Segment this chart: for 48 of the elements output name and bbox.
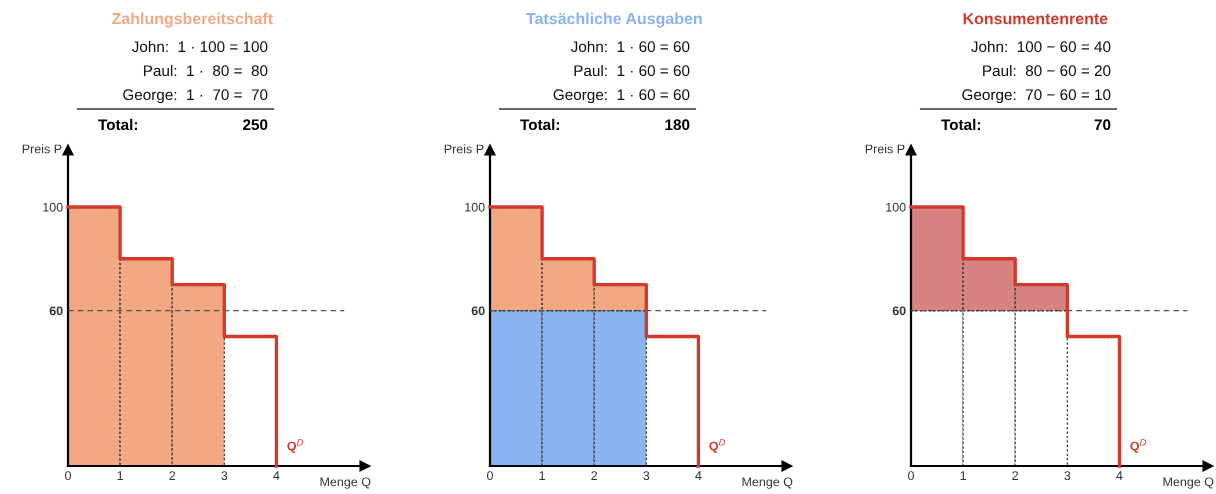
text: Total: xyxy=(98,118,137,131)
text: John: 100 − 60 = 40 xyxy=(971,40,1111,53)
y-tick-label: 100 xyxy=(465,202,485,212)
x-tick-label: 4 xyxy=(273,471,280,480)
x-tick-label: 0 xyxy=(908,471,914,481)
series-label: Q$^{D}$ xyxy=(1130,439,1146,453)
text: Paul: 1 · 60 = 60 xyxy=(574,64,690,77)
text: 250 xyxy=(243,119,268,131)
x-tick-label: 1 xyxy=(539,471,545,480)
text: George: 1 · 70 = 70 xyxy=(123,89,268,104)
text: Total: xyxy=(520,118,559,131)
chart-title: Tatsächliche Ausgaben xyxy=(526,12,702,28)
x-tick-label: 2 xyxy=(591,471,598,480)
y-tick-label: 60 xyxy=(471,306,485,316)
x-tick-label: 4 xyxy=(1116,471,1123,480)
chart-title: Zahlungsbereitschaft xyxy=(112,12,273,28)
x-tick-label: 0 xyxy=(65,471,71,481)
text: Paul: 80 − 60 = 20 xyxy=(983,64,1111,77)
x-tick-label: 3 xyxy=(221,471,228,481)
y-tick-label: 100 xyxy=(886,202,906,212)
x-tick-label: 4 xyxy=(695,471,702,480)
text: 180 xyxy=(665,119,690,131)
text: Total: xyxy=(941,118,980,131)
x-axis-title: Menge Q xyxy=(1163,477,1214,489)
x-axis-title: Menge Q xyxy=(742,477,793,489)
text: John: 1 · 60 = 60 xyxy=(570,40,690,53)
text: George: 1 · 60 = 60 xyxy=(553,89,690,104)
series-label: Q$^{D}$ xyxy=(709,439,725,453)
y-tick-label: 100 xyxy=(43,202,63,212)
text: John: 1 · 100 = 100 xyxy=(131,40,268,53)
y-axis-title: Preis P xyxy=(22,144,62,154)
x-tick-label: 2 xyxy=(1012,471,1019,480)
y-tick-label: 60 xyxy=(892,306,906,316)
y-axis-title: Preis P xyxy=(865,144,905,154)
y-tick-label: 60 xyxy=(49,306,63,316)
series-label: Q$^{D}$ xyxy=(287,439,303,453)
x-axis-title: Menge Q xyxy=(320,477,371,489)
text: George: 70 − 60 = 10 xyxy=(962,89,1111,104)
x-tick-label: 3 xyxy=(643,471,650,481)
x-tick-label: 1 xyxy=(117,471,123,480)
x-tick-label: 1 xyxy=(960,471,966,480)
chart-title: Konsumentenrente xyxy=(963,13,1108,25)
x-tick-label: 3 xyxy=(1064,471,1071,481)
text: Paul: 1 · 80 = 80 xyxy=(143,64,268,77)
x-tick-label: 2 xyxy=(169,471,176,480)
text: 70 xyxy=(1094,119,1111,131)
y-axis-title: Preis P xyxy=(444,144,484,154)
x-tick-label: 0 xyxy=(487,471,493,481)
